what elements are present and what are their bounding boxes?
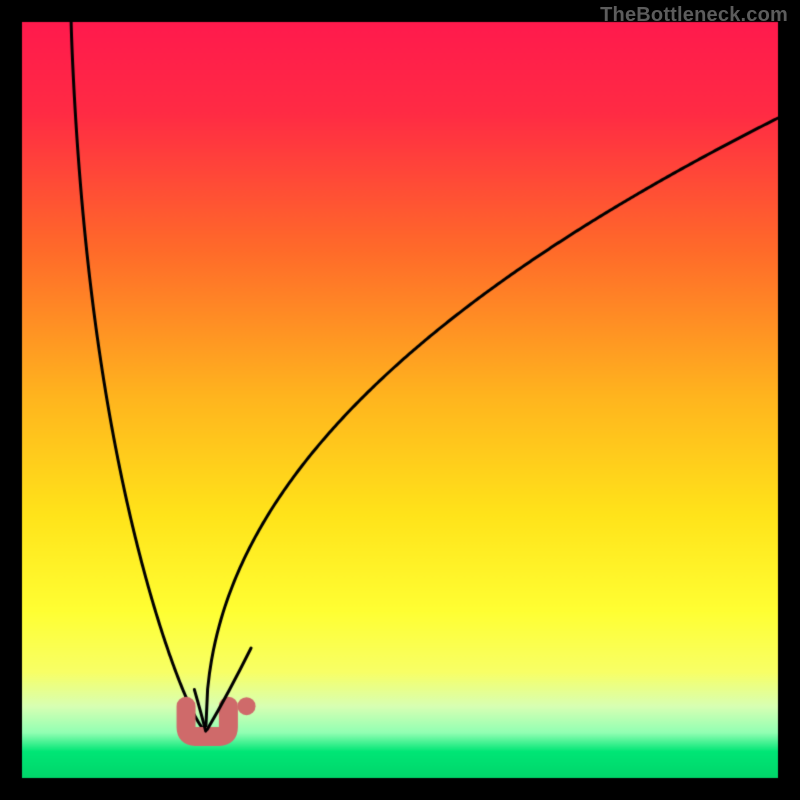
bottleneck-chart-canvas bbox=[0, 0, 800, 800]
attribution-label: TheBottleneck.com bbox=[600, 4, 788, 27]
chart-stage: TheBottleneck.com bbox=[0, 0, 800, 800]
